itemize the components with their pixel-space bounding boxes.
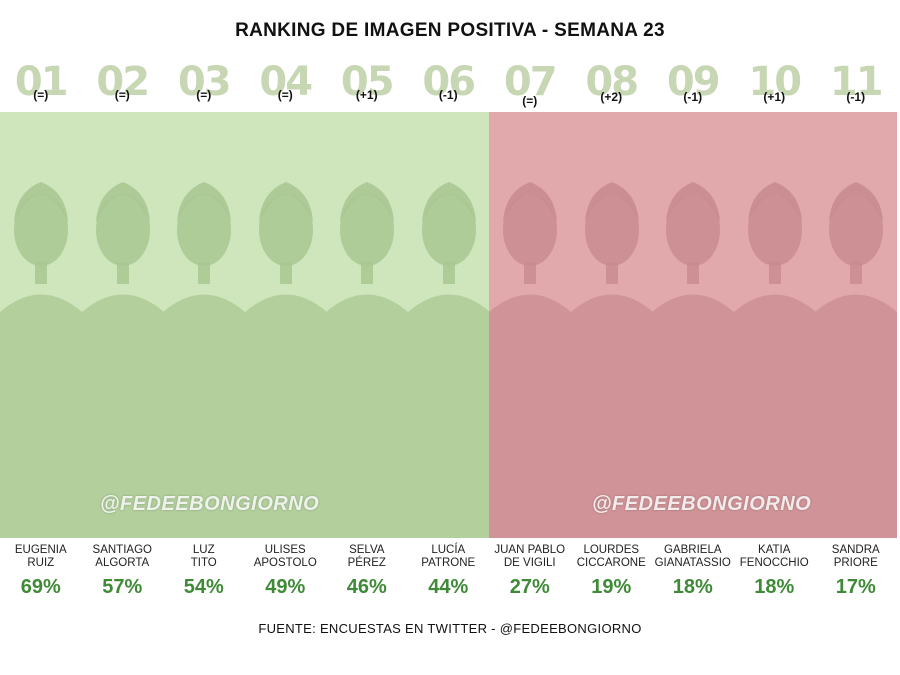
source-footer: FUENTE: ENCUESTAS EN TWITTER - @FEDEEBON… [258, 621, 642, 636]
contestant-name: SANTIAGO ALGORTA [92, 544, 152, 569]
percent-value: 46% [346, 576, 387, 598]
percent-value: 18% [672, 576, 713, 598]
contestant-name: GABRIELA GIANATASSIO [654, 544, 731, 569]
rank-change: (+2) [600, 90, 623, 104]
contestant-card: 07 (=) JUAN PABLO DE VIGILI 27% [489, 58, 571, 603]
contestant-photo [326, 112, 408, 538]
rank-change: (-1) [846, 90, 866, 104]
contestant-card: 01 (=) EUGENIA RUIZ 69% [0, 58, 82, 603]
percent-value: 54% [183, 576, 224, 598]
contestant-photo [652, 112, 734, 538]
rank-change: (=) [33, 88, 49, 102]
rank-number: 05 [340, 59, 395, 105]
percent-value: 49% [265, 576, 306, 598]
rank-number: 08 [585, 59, 639, 105]
contestant-card: 02 (=) SANTIAGO ALGORTA 57% [81, 58, 163, 603]
rank-number: 09 [666, 59, 721, 105]
percent-value: 57% [102, 576, 143, 598]
contestant-card: 09 (-1) GABRIELA GIANATASSIO 18% [652, 58, 734, 603]
contestant-photo [407, 112, 489, 538]
rank-change: (+1) [763, 90, 786, 104]
percent-value: 19% [591, 576, 632, 598]
rank-number: 03 [177, 59, 232, 105]
percent-value: 17% [835, 576, 876, 598]
rank-change: (=) [114, 88, 130, 102]
watermark-right: @FEDEEBONGIORNO [592, 493, 812, 515]
rank-number: 07 [503, 59, 558, 105]
rank-number: 01 [14, 59, 69, 105]
contestant-name: SELVA PÉREZ [347, 544, 386, 569]
rank-number: 11 [829, 59, 884, 105]
contestant-photo [0, 112, 82, 538]
page-title: RANKING DE IMAGEN POSITIVA - SEMANA 23 [235, 20, 665, 41]
contestant-card: 03 (=) LUZ TITO 54% [163, 58, 245, 603]
contestant-photo [733, 112, 815, 538]
contestant-photo [163, 112, 245, 538]
contestant-photo [81, 112, 163, 538]
rank-change: (-1) [438, 88, 458, 102]
percent-value: 44% [428, 576, 469, 598]
rank-change: (=) [522, 94, 538, 108]
contestant-name: ULISES APOSTOLO [253, 544, 317, 569]
contestant-photo [815, 112, 897, 538]
contestant-photo [489, 112, 571, 538]
rank-number: 02 [96, 59, 150, 105]
contestant-card: 05 (+1) SELVA PÉREZ 46% [326, 58, 408, 603]
rank-number: 10 [748, 59, 802, 105]
rank-number: 04 [259, 59, 313, 105]
rank-change: (-1) [683, 90, 703, 104]
rank-change: (=) [277, 88, 293, 102]
percent-value: 69% [20, 576, 61, 598]
contestant-name: LOURDES CICCARONE [576, 544, 646, 569]
contestant-name: SANDRA PRIORE [831, 544, 880, 569]
rank-change: (+1) [355, 88, 378, 102]
rank-change: (=) [196, 88, 212, 102]
watermark-left: @FEDEEBONGIORNO [100, 493, 320, 515]
contestant-card: 08 (+2) LOURDES CICCARONE 19% [570, 58, 652, 603]
contestant-card: 04 (=) ULISES APOSTOLO 49% [244, 58, 326, 603]
contestant-card: 10 (+1) KATIA FENOCCHIO 18% [733, 58, 815, 603]
contestant-name: LUZ TITO [190, 544, 217, 569]
contestant-photo [244, 112, 326, 538]
percent-value: 27% [509, 576, 550, 598]
contestant-name: JUAN PABLO DE VIGILI [494, 544, 566, 569]
percent-value: 18% [754, 576, 795, 598]
contestant-card: 06 (-1) LUCÍA PATRONE 44% [407, 58, 489, 603]
rank-number: 06 [422, 59, 476, 105]
contestant-name: LUCÍA PATRONE [421, 544, 476, 569]
contestant-card: 11 (-1) SANDRA PRIORE 17% [815, 58, 897, 603]
contestant-photo [570, 112, 652, 538]
contestant-name: EUGENIA RUIZ [14, 544, 67, 569]
contestant-name: KATIA FENOCCHIO [739, 544, 809, 569]
